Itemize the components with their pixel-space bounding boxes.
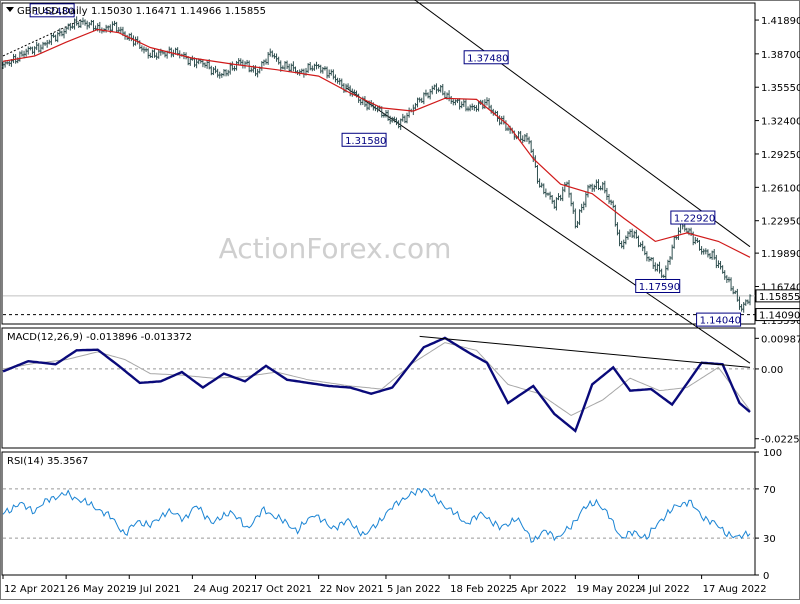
annotation-box [29, 3, 75, 18]
price-tick-label: 1.35550 [761, 83, 800, 94]
rsi-tick-label: 0 [763, 571, 769, 582]
annotation-box [463, 50, 509, 65]
x-tick-label: 18 Feb 2022 [450, 584, 512, 595]
candles-group [1, 16, 752, 313]
x-tick-label: 22 Nov 2021 [320, 584, 384, 595]
header-dropdown-icon [6, 7, 14, 12]
x-tick-label: 9 Jul 2021 [130, 584, 180, 595]
rsi-tick-label: 70 [763, 485, 776, 496]
support-box [755, 308, 800, 322]
macd-line [2, 336, 751, 433]
annotation-label: 1.37480 [467, 53, 508, 64]
x-tick-label: 26 May 2021 [67, 584, 132, 595]
price-tick-label: 1.16740 [761, 282, 800, 293]
annotation-label: 1.14040 [700, 316, 741, 327]
macd-title: MACD(12,26,9) -0.013896 -0.013372 [7, 332, 192, 343]
header-ohlc: 1.15030 1.16471 1.14966 1.15855 [91, 6, 266, 17]
rsi-line [2, 487, 751, 543]
x-tick-label: 5 Jan 2022 [387, 584, 441, 595]
current-price-label: 1.15855 [759, 292, 800, 303]
panel-frame-rsi [1, 451, 756, 576]
annotation-label: 1.22920 [674, 214, 715, 225]
early-trend-line [2, 18, 84, 57]
support-label: 1.14090 [759, 311, 800, 322]
rsi-tick-label: 100 [763, 448, 782, 459]
channel-upper-line [414, 0, 751, 248]
price-tick-label: 1.19890 [761, 249, 800, 260]
watermark: ActionForex.com [219, 232, 452, 265]
price-tick-label: 1.13590 [761, 316, 800, 327]
x-tick-label: 7 Oct 2021 [257, 584, 312, 595]
price-tick-label: 1.38700 [761, 50, 800, 61]
annotation-label: 1.17590 [639, 282, 680, 293]
annotation-box [696, 312, 742, 327]
price-tick-label: 1.26100 [761, 183, 800, 194]
panel-frame-price [1, 2, 756, 325]
current-price-box [755, 289, 800, 303]
header-symbol: GBPUSD,Daily [17, 6, 88, 17]
price-tick-label: 1.41890 [761, 16, 800, 27]
macd-tick-label: -0.022516 [761, 435, 800, 446]
annotation-box [635, 278, 681, 293]
x-tick-label: 12 Apr 2021 [4, 584, 66, 595]
x-tick-label: 4 Jul 2022 [639, 584, 689, 595]
macd-trendline [419, 335, 751, 368]
macd-tick-label: 0.009872 [761, 334, 800, 345]
macd-tick-label: 0.00 [761, 365, 783, 376]
macd-signal-line [2, 342, 751, 416]
rsi-title: RSI(14) 35.3567 [7, 456, 88, 467]
x-tick-label: 24 Aug 2021 [193, 584, 257, 595]
price-tick-label: 1.32400 [761, 117, 800, 128]
moving-average-line [2, 28, 751, 258]
annotation-box [670, 210, 716, 225]
x-tick-label: 19 May 2022 [576, 584, 641, 595]
price-tick-label: 1.29250 [761, 150, 800, 161]
rsi-tick-label: 30 [763, 534, 776, 545]
annotation-label: 1.31580 [345, 136, 386, 147]
x-tick-label: 17 Aug 2022 [703, 584, 767, 595]
x-tick-label: 5 Apr 2022 [511, 584, 566, 595]
annotation-box [341, 132, 387, 147]
annotation-label: 1.42480 [33, 6, 74, 17]
price-tick-label: 1.22950 [761, 217, 800, 228]
channel-lower-line [345, 87, 751, 364]
panel-frame-macd [1, 327, 756, 449]
